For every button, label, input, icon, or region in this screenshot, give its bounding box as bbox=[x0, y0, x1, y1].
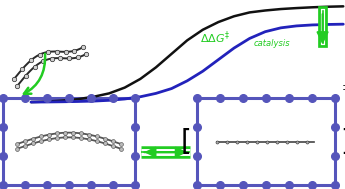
Text: $\Delta\Delta G^{\ddagger}$: $\Delta\Delta G^{\ddagger}$ bbox=[200, 29, 230, 46]
Text: catalysis: catalysis bbox=[254, 39, 290, 48]
Text: $\ddagger$: $\ddagger$ bbox=[342, 82, 345, 94]
Text: [: [ bbox=[180, 128, 191, 156]
Text: ]: ] bbox=[340, 128, 345, 156]
